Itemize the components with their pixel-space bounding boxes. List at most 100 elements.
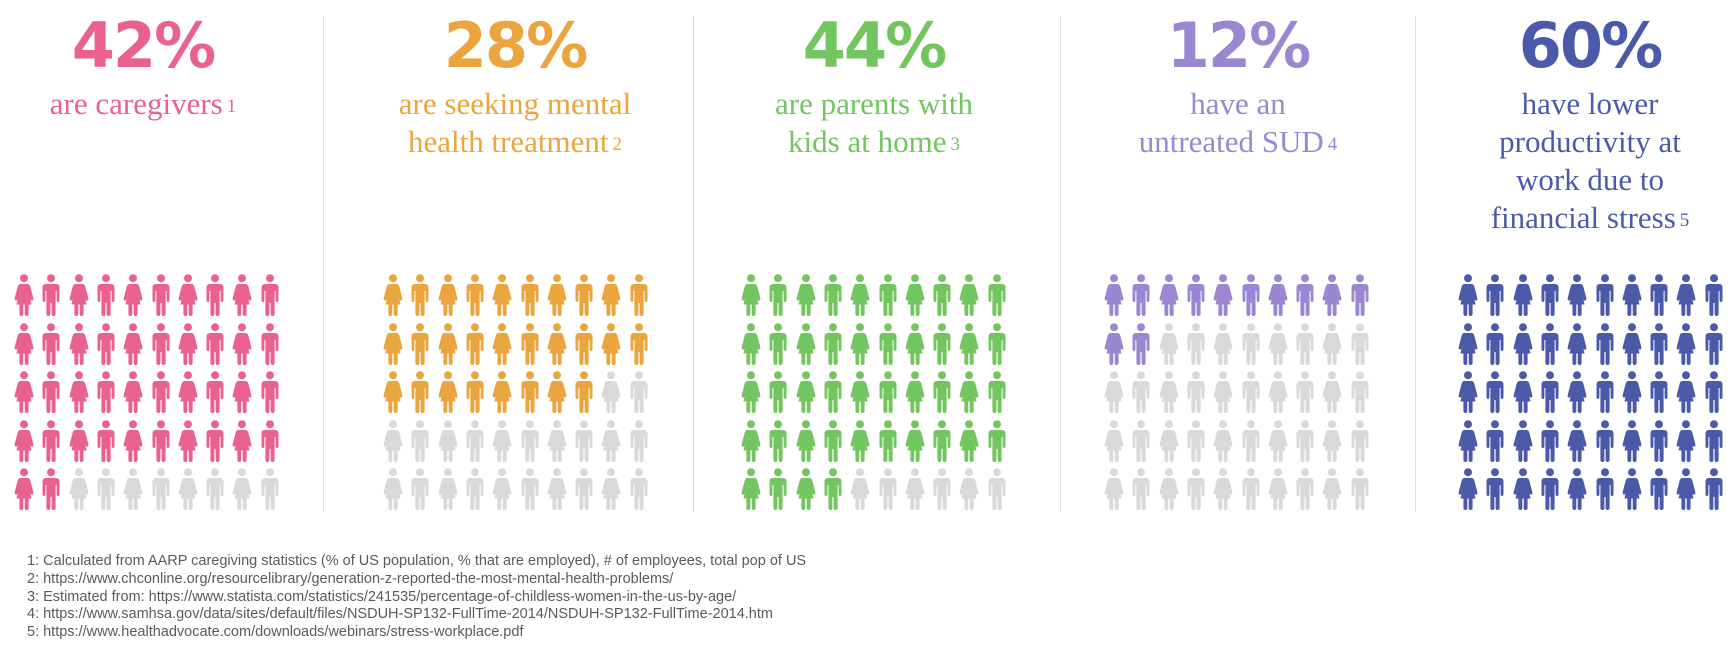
person-icon-empty <box>1322 322 1342 370</box>
person-icon-filled <box>383 322 403 370</box>
person-icon-filled <box>768 468 788 515</box>
person-icon-empty <box>959 468 979 515</box>
person-icon-empty <box>1322 371 1342 418</box>
person-icon-empty <box>383 468 403 515</box>
person-icon-filled <box>1241 274 1261 321</box>
person-icon-filled <box>123 322 143 370</box>
person-icon-filled <box>1622 419 1642 467</box>
person-icon-filled <box>547 322 567 370</box>
person-icon-filled <box>1567 419 1587 467</box>
person-icon-filled <box>768 322 788 370</box>
person-icon-filled <box>823 371 843 418</box>
person-icon-empty <box>410 419 430 467</box>
person-icon-empty <box>410 468 430 515</box>
stat-label: have lower productivity at work due to fina… <box>1430 85 1732 242</box>
person-icon-filled <box>1676 371 1696 418</box>
person-icon-filled <box>878 322 898 370</box>
footnote-line: 3: Estimated from: https://www.statista.… <box>27 588 737 605</box>
person-icon-filled <box>987 371 1007 418</box>
person-icon-empty <box>205 468 225 515</box>
person-icon-filled <box>1485 274 1505 321</box>
person-icon-empty <box>1186 371 1206 418</box>
person-icon-filled <box>1513 419 1533 467</box>
person-icon-filled <box>438 371 458 418</box>
person-icon-filled <box>520 322 540 370</box>
stat-label-line: have an <box>1190 86 1286 121</box>
person-icon-empty <box>1159 371 1179 418</box>
stat-label: are caregivers 1 <box>0 85 303 128</box>
person-icon-filled <box>905 371 925 418</box>
person-icon-filled <box>1485 322 1505 370</box>
person-icon-filled <box>1567 274 1587 321</box>
person-icon-filled <box>69 371 89 418</box>
person-icon-empty <box>1268 371 1288 418</box>
person-icon-empty <box>1241 468 1261 515</box>
person-icon-filled <box>796 274 816 321</box>
person-icon-empty <box>905 468 925 515</box>
person-icon-empty <box>1104 419 1124 467</box>
person-icon-filled <box>796 468 816 515</box>
person-icon-filled <box>41 371 61 418</box>
person-icon-filled <box>1649 274 1669 321</box>
person-icon-filled <box>123 371 143 418</box>
person-icon-filled <box>1676 322 1696 370</box>
person-icon-filled <box>1622 322 1642 370</box>
person-icon-filled <box>1458 371 1478 418</box>
person-icon-empty <box>1322 468 1342 515</box>
person-icon-filled <box>1567 322 1587 370</box>
person-icon-filled <box>205 274 225 321</box>
person-icon-filled <box>850 274 870 321</box>
footnote-line: 4: https://www.samhsa.gov/data/sites/def… <box>27 606 773 623</box>
person-icon-filled <box>14 274 34 321</box>
person-icon-filled <box>987 322 1007 370</box>
stat-column: 44% are parents with kids at home 3 <box>714 0 1034 520</box>
person-icon-filled <box>1704 322 1724 370</box>
person-icon-empty <box>547 419 567 467</box>
person-icon-filled <box>1458 468 1478 515</box>
person-icon-filled <box>232 371 252 418</box>
person-icon-filled <box>850 322 870 370</box>
person-icon-filled <box>1704 419 1724 467</box>
person-icon-empty <box>629 371 649 418</box>
footnote-marker: 2 <box>612 134 623 155</box>
stat-label: are seeking mental health treatment 2 <box>355 85 675 166</box>
person-icon-filled <box>1649 419 1669 467</box>
person-icon-empty <box>932 468 952 515</box>
person-icon-filled <box>768 274 788 321</box>
person-icon-filled <box>823 274 843 321</box>
stat-label-line: have lower <box>1521 86 1659 121</box>
stat-percentage: 44% <box>802 9 947 82</box>
person-icon-filled <box>1676 468 1696 515</box>
person-icon-filled <box>260 274 280 321</box>
person-icon-empty <box>1268 468 1288 515</box>
person-icon-filled <box>1268 274 1288 321</box>
stats-row: 42% are caregivers 1 28% are seeking mental h… <box>0 0 1732 520</box>
person-icon-filled <box>1540 371 1560 418</box>
person-icon-filled <box>1622 468 1642 515</box>
person-icon-filled <box>1458 419 1478 467</box>
footnote-line: 5: https://www.healthadvocate.com/downlo… <box>27 624 524 641</box>
person-icon-filled <box>1513 468 1533 515</box>
person-icon-filled <box>260 419 280 467</box>
person-icon-empty <box>601 371 621 418</box>
person-icon-filled <box>823 322 843 370</box>
person-icon-empty <box>1213 468 1233 515</box>
person-icon-empty <box>1241 322 1261 370</box>
person-icon-empty <box>260 468 280 515</box>
person-icon-filled <box>574 322 594 370</box>
person-icon-filled <box>123 419 143 467</box>
person-icon-filled <box>1159 274 1179 321</box>
person-icon-filled <box>1322 274 1342 321</box>
person-icon-filled <box>1622 274 1642 321</box>
person-icon-filled <box>1485 371 1505 418</box>
person-icon-filled <box>1458 274 1478 321</box>
person-icon-filled <box>932 274 952 321</box>
person-icon-filled <box>260 371 280 418</box>
person-icon-empty <box>69 468 89 515</box>
person-icon-filled <box>878 419 898 467</box>
column-divider <box>1060 16 1061 512</box>
stat-label-line: health treatment 2 <box>407 124 623 159</box>
person-icon-filled <box>1540 468 1560 515</box>
person-icon-empty <box>601 468 621 515</box>
person-icon-empty <box>520 468 540 515</box>
